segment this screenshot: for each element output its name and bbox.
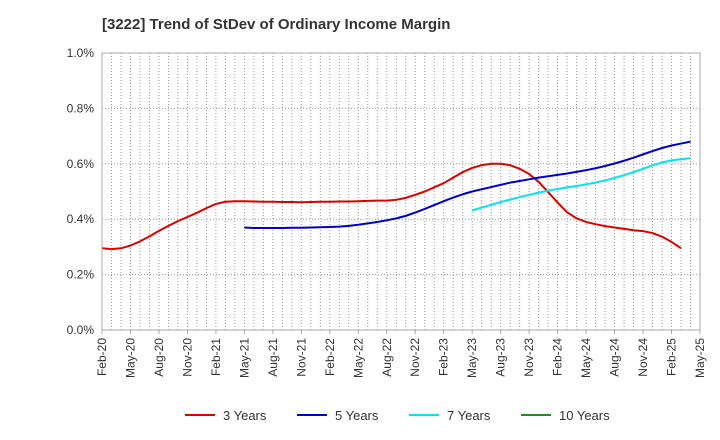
legend: 3 Years 5 Years 7 Years 10 Years	[185, 408, 610, 423]
grid	[102, 53, 700, 330]
series-line-3-years	[101, 162, 682, 251]
x-tick-label: May-24	[579, 338, 593, 378]
x-tick-label: Nov-21	[294, 338, 308, 377]
series-lines	[101, 140, 691, 251]
x-tick-label: Aug-20	[152, 338, 166, 377]
y-tick-label: 0.6%	[67, 157, 95, 171]
x-tick-label: Nov-22	[408, 338, 422, 377]
x-tick-label: Feb-22	[323, 338, 337, 376]
x-tick-label: Aug-24	[608, 338, 622, 377]
x-tick-label: Feb-20	[95, 338, 109, 376]
x-tick-label: Nov-24	[636, 338, 650, 377]
x-axis-ticks: Feb-20 May-20 Aug-20 Nov-20 Feb-21 May-21 Aug-…	[95, 330, 707, 378]
x-tick-label: Feb-21	[209, 338, 223, 376]
legend-label: 10 Years	[559, 408, 610, 423]
series-line-5-years	[244, 140, 691, 230]
series-line-7-years	[471, 157, 691, 212]
chart-title: [3222] Trend of StDev of Ordinary Income…	[102, 16, 450, 33]
y-tick-label: 1.0%	[67, 46, 95, 60]
legend-label: 7 Years	[447, 408, 491, 423]
x-tick-label: May-23	[465, 338, 479, 378]
legend-label: 3 Years	[223, 408, 267, 423]
x-tick-label: May-21	[237, 338, 251, 378]
y-tick-label: 0.2%	[67, 268, 95, 282]
x-tick-label: Aug-22	[380, 338, 394, 377]
x-tick-label: May-22	[351, 338, 365, 378]
plot-border	[101, 52, 701, 331]
x-tick-label: May-25	[693, 338, 707, 378]
x-tick-label: Feb-23	[437, 338, 451, 376]
x-tick-label: May-20	[123, 338, 137, 378]
x-tick-label: Nov-23	[522, 338, 536, 377]
y-tick-label: 0.8%	[67, 101, 95, 115]
y-axis-ticks: 0.0% 0.2% 0.4% 0.6% 0.8% 1.0%	[67, 46, 95, 337]
x-tick-label: Aug-21	[266, 338, 280, 377]
x-tick-label: Aug-23	[494, 338, 508, 377]
x-tick-label: Feb-24	[551, 338, 565, 376]
legend-label: 5 Years	[335, 408, 379, 423]
x-tick-label: Feb-25	[665, 338, 679, 376]
x-tick-label: Nov-20	[180, 338, 194, 377]
y-tick-label: 0.4%	[67, 212, 95, 226]
y-tick-label: 0.0%	[67, 323, 95, 337]
